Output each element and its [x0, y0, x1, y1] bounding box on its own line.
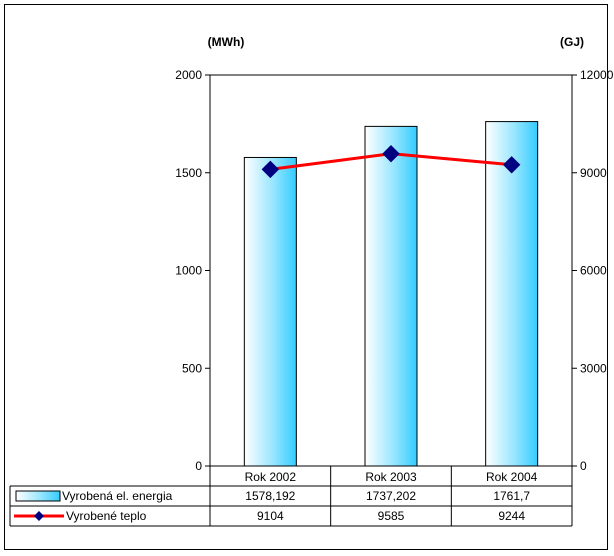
- right-axis-unit: (GJ): [560, 35, 584, 49]
- data-table-value: 1578,192: [245, 489, 295, 503]
- data-table-value: 9104: [257, 509, 284, 523]
- legend-bar-swatch: [15, 490, 61, 502]
- right-axis-tick-label: 12000: [580, 68, 614, 82]
- category-label: Rok 2004: [486, 470, 538, 484]
- bar: [485, 121, 539, 467]
- legend-marker-swatch: [34, 511, 44, 521]
- data-table-value: 9585: [378, 509, 405, 523]
- right-axis-tick-label: 6000: [580, 264, 607, 278]
- right-axis-tick-label: 0: [580, 459, 587, 473]
- legend-label-bar: Vyrobená el. energia: [62, 489, 173, 503]
- left-axis-tick-label: 1000: [175, 264, 202, 278]
- right-axis-tick-label: 9000: [580, 166, 607, 180]
- bar: [243, 156, 297, 467]
- bar: [364, 125, 418, 467]
- left-axis-tick-label: 0: [195, 459, 202, 473]
- data-table-value: 1737,202: [366, 489, 416, 503]
- left-axis-tick-label: 2000: [175, 68, 202, 82]
- left-axis-unit: (MWh): [208, 35, 245, 49]
- line-marker: [502, 156, 521, 174]
- category-label: Rok 2003: [365, 470, 417, 484]
- line-marker: [261, 160, 280, 179]
- legend-label-line: Vyrobené teplo: [66, 509, 147, 523]
- line-marker: [382, 144, 400, 163]
- right-axis-tick-label: 3000: [580, 361, 607, 375]
- left-axis-tick-label: 1500: [175, 166, 202, 180]
- left-axis-tick-label: 500: [182, 361, 202, 375]
- category-label: Rok 2002: [245, 470, 297, 484]
- data-table-value: 9244: [498, 509, 525, 523]
- data-table-value: 1761,7: [493, 489, 530, 503]
